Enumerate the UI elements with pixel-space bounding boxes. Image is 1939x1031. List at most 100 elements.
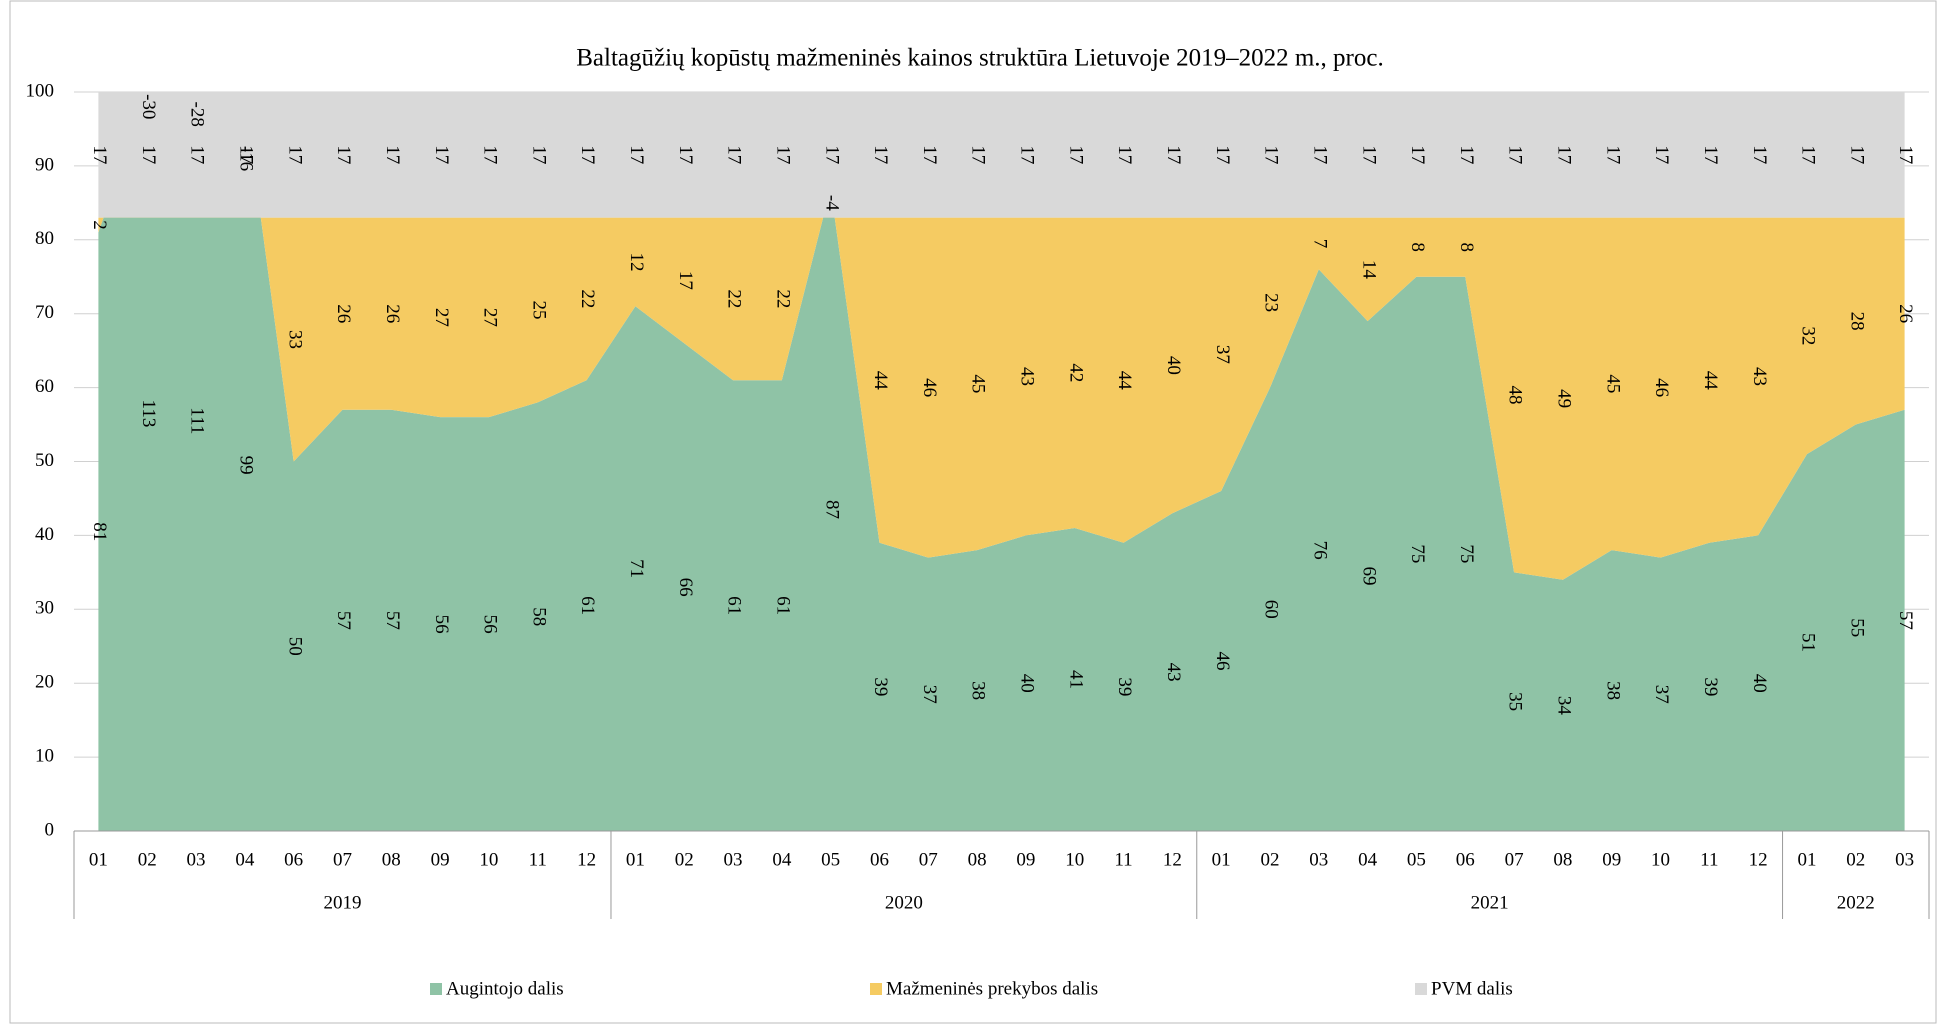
value-label: -30 xyxy=(138,94,159,119)
value-label: 17 xyxy=(89,145,110,164)
value-label: 17 xyxy=(1895,145,1916,164)
value-label: 28 xyxy=(1846,312,1867,331)
value-label: 61 xyxy=(724,596,745,615)
x-tick-label: 03 xyxy=(724,849,743,870)
x-tick-label: 06 xyxy=(284,849,303,870)
value-label: 22 xyxy=(772,289,793,308)
legend-swatch xyxy=(1415,983,1427,995)
value-label: 40 xyxy=(1749,674,1770,693)
value-label: 26 xyxy=(1895,304,1916,323)
value-label: 26 xyxy=(382,304,403,323)
value-label: 37 xyxy=(1212,345,1233,364)
value-label: 57 xyxy=(333,611,354,630)
x-tick-label: 09 xyxy=(1602,849,1621,870)
value-label: 71 xyxy=(626,559,647,578)
value-label: 57 xyxy=(382,611,403,630)
value-label: 27 xyxy=(480,308,501,327)
x-tick-label: 07 xyxy=(1505,849,1524,870)
x-tick-label: 10 xyxy=(1651,849,1670,870)
value-label: 17 xyxy=(1114,145,1135,164)
y-tick-label: 60 xyxy=(35,376,54,397)
x-tick-label: 10 xyxy=(479,849,498,870)
value-label: 34 xyxy=(1554,696,1575,716)
legend-label: PVM dalis xyxy=(1431,978,1513,999)
y-tick-label: 40 xyxy=(35,524,54,545)
value-label: 17 xyxy=(382,145,403,164)
value-label: 17 xyxy=(724,145,745,164)
x-tick-label: 05 xyxy=(1407,849,1426,870)
value-label: 22 xyxy=(577,289,598,308)
x-tick-label: 02 xyxy=(675,849,694,870)
value-label: 27 xyxy=(431,308,452,327)
value-label: -16 xyxy=(235,146,256,171)
value-label: 45 xyxy=(1602,374,1623,393)
value-label: 38 xyxy=(1602,681,1623,700)
value-label: 17 xyxy=(1309,145,1330,164)
value-label: 43 xyxy=(1163,663,1184,682)
value-label: 87 xyxy=(821,500,842,519)
value-label: 8 xyxy=(1407,242,1428,252)
value-label: 17 xyxy=(1212,145,1233,164)
value-label: 17 xyxy=(1798,145,1819,164)
value-label: 39 xyxy=(870,677,891,696)
value-label: 22 xyxy=(724,289,745,308)
value-label: 44 xyxy=(870,371,891,391)
group-label: 2019 xyxy=(323,892,361,913)
value-label: 17 xyxy=(1456,145,1477,164)
value-label: 44 xyxy=(1700,371,1721,391)
value-label: 49 xyxy=(1554,389,1575,408)
value-label: 66 xyxy=(675,578,696,597)
value-label: 17 xyxy=(1261,145,1282,164)
value-label: 17 xyxy=(138,145,159,164)
value-label: 61 xyxy=(577,596,598,615)
group-label: 2021 xyxy=(1471,892,1509,913)
x-tick-label: 09 xyxy=(1016,849,1035,870)
value-label: 26 xyxy=(333,304,354,323)
group-label: 2020 xyxy=(885,892,923,913)
legend-swatch xyxy=(430,983,442,995)
value-label: 55 xyxy=(1846,618,1867,637)
value-label: 40 xyxy=(1163,356,1184,375)
value-label: 56 xyxy=(480,615,501,634)
value-label: 46 xyxy=(1651,378,1672,397)
value-label: 61 xyxy=(772,596,793,615)
value-label: 17 xyxy=(675,271,696,290)
x-tick-label: 02 xyxy=(1260,849,1279,870)
value-label: 17 xyxy=(772,145,793,164)
value-label: 17 xyxy=(1505,145,1526,164)
x-tick-label: 07 xyxy=(333,849,352,870)
x-tick-label: 01 xyxy=(89,849,108,870)
x-tick-label: 05 xyxy=(821,849,840,870)
value-label: 14 xyxy=(1358,260,1379,280)
value-label: 17 xyxy=(1407,145,1428,164)
value-label: 41 xyxy=(1065,670,1086,689)
y-tick-label: 30 xyxy=(35,598,54,619)
value-label: 40 xyxy=(1017,674,1038,693)
x-tick-label: 03 xyxy=(1895,849,1914,870)
value-label: 17 xyxy=(626,145,647,164)
value-label: 17 xyxy=(968,145,989,164)
value-label: 17 xyxy=(1846,145,1867,164)
value-label: 25 xyxy=(528,301,549,320)
value-label: 17 xyxy=(528,145,549,164)
x-tick-label: 12 xyxy=(577,849,596,870)
value-label: 17 xyxy=(870,145,891,164)
group-label: 2022 xyxy=(1837,892,1875,913)
value-label: 44 xyxy=(1114,371,1135,391)
value-label: 17 xyxy=(919,145,940,164)
value-label: 37 xyxy=(919,685,940,704)
value-label: 56 xyxy=(431,615,452,634)
value-label: -28 xyxy=(187,102,208,127)
value-label: 38 xyxy=(968,681,989,700)
value-label: 17 xyxy=(480,145,501,164)
value-label: 7 xyxy=(1309,239,1330,249)
x-tick-label: 01 xyxy=(1797,849,1816,870)
value-label: 17 xyxy=(1017,145,1038,164)
value-label: 51 xyxy=(1798,633,1819,652)
value-label: 17 xyxy=(675,145,696,164)
value-label: 111 xyxy=(187,407,208,434)
x-tick-label: 09 xyxy=(431,849,450,870)
value-label: 48 xyxy=(1505,385,1526,404)
x-tick-label: 11 xyxy=(1700,849,1718,870)
value-label: 17 xyxy=(284,145,305,164)
